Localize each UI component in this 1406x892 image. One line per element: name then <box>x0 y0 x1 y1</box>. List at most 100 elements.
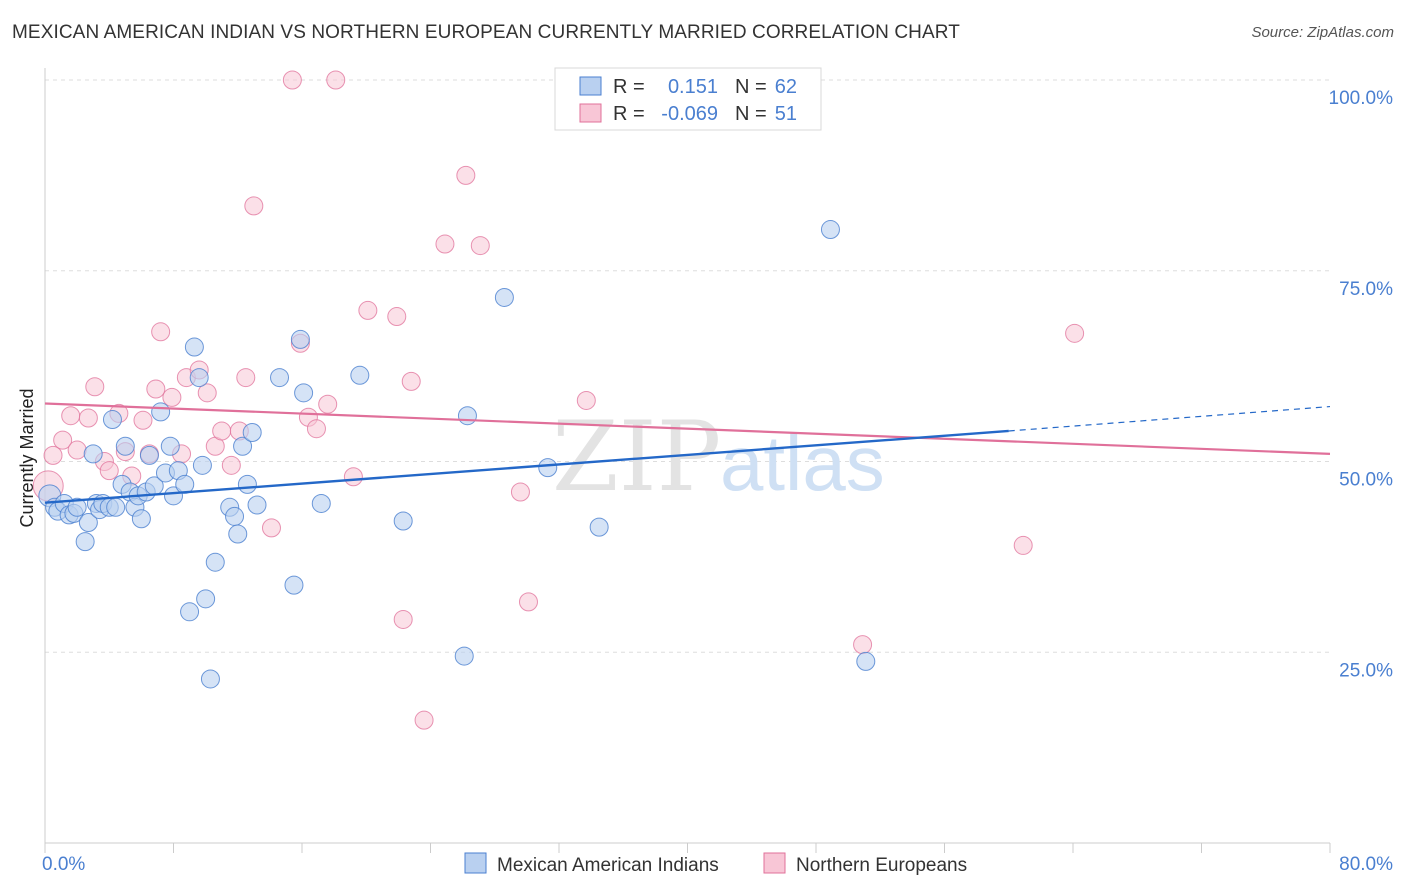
data-point-pink <box>162 387 182 407</box>
stats-r-label-blue: R = <box>613 76 645 98</box>
data-point-pink <box>221 455 241 475</box>
bottom-legend: Mexican American Indians Northern Europe… <box>464 852 967 876</box>
data-point-blue <box>115 436 135 456</box>
x-tick-label: 0.0% <box>42 854 85 875</box>
data-point-pink <box>67 440 87 460</box>
data-point-pink <box>518 592 538 612</box>
data-point-blue <box>180 602 200 622</box>
data-point-pink <box>99 461 119 481</box>
data-point-blue <box>856 651 876 671</box>
data-point-pink <box>78 408 98 428</box>
x-tick-labels: 0.0% 80.0% <box>42 854 1393 875</box>
pink-series-points <box>32 70 1085 730</box>
stats-r-label-pink: R = <box>613 103 645 125</box>
data-point-pink <box>151 322 171 342</box>
data-point-blue <box>247 495 267 515</box>
stats-legend: R = 0.151 N = 62 R = -0.069 N = 51 <box>554 67 822 131</box>
data-point-pink <box>358 300 378 320</box>
data-point-pink <box>387 307 407 327</box>
data-point-pink <box>326 70 346 90</box>
data-point-blue <box>538 458 558 478</box>
stats-r-value-pink: -0.069 <box>661 103 718 125</box>
data-point-pink <box>197 383 217 403</box>
gridlines <box>45 79 1330 653</box>
data-point-pink <box>343 467 363 487</box>
data-point-blue <box>102 410 122 430</box>
x-tick-label: 80.0% <box>1339 854 1393 875</box>
data-point-pink <box>456 165 476 185</box>
stats-legend-swatch-blue <box>579 76 602 96</box>
y-axis-label: Currently Married <box>17 388 37 527</box>
data-point-pink <box>85 377 105 397</box>
legend-label-pink: Northern Europeans <box>796 855 967 876</box>
data-point-blue <box>237 474 257 494</box>
data-point-blue <box>284 575 304 595</box>
data-point-blue <box>192 455 212 475</box>
data-point-blue <box>131 509 151 529</box>
data-point-blue <box>454 646 474 666</box>
data-point-pink <box>53 430 73 450</box>
data-point-blue <box>290 329 310 349</box>
trend-line-blue <box>44 429 1009 504</box>
data-point-blue <box>242 423 262 443</box>
y-tick-label: 100.0% <box>1329 88 1394 109</box>
data-point-pink <box>146 379 166 399</box>
data-point-pink <box>393 609 413 629</box>
stats-r-value-blue: 0.151 <box>668 76 718 98</box>
data-point-pink <box>133 410 153 430</box>
data-point-pink <box>236 368 256 388</box>
stats-n-label-pink: N = <box>735 103 767 125</box>
data-point-pink <box>853 635 873 655</box>
data-point-blue <box>457 406 477 426</box>
data-point-blue <box>393 511 413 531</box>
trend-line-pink <box>44 402 1331 455</box>
data-point-pink <box>261 518 281 538</box>
legend-swatch-pink <box>763 852 786 874</box>
data-point-pink <box>282 70 302 90</box>
legend-swatch-blue <box>464 852 487 874</box>
data-point-pink <box>306 419 326 439</box>
blue-series-points <box>38 220 876 689</box>
data-point-pink <box>61 406 81 426</box>
y-tick-labels: 100.0% 75.0% 50.0% 25.0% <box>1329 88 1394 681</box>
data-point-pink <box>212 421 232 441</box>
data-point-blue <box>196 589 216 609</box>
data-point-blue <box>139 445 159 465</box>
data-point-blue <box>83 444 103 464</box>
data-point-pink <box>1013 535 1033 555</box>
data-point-blue <box>67 497 87 517</box>
data-point-blue <box>350 365 370 385</box>
data-point-blue <box>78 513 98 533</box>
data-point-pink <box>435 234 455 254</box>
stats-n-value-blue: 62 <box>775 76 797 98</box>
data-point-blue <box>75 532 95 552</box>
data-point-pink <box>510 482 530 502</box>
watermark: ZIP atlas <box>552 401 885 513</box>
data-point-blue <box>233 436 253 456</box>
data-point-pink <box>414 710 434 730</box>
data-point-blue <box>151 402 171 422</box>
data-point-blue <box>225 506 245 526</box>
data-point-pink <box>401 371 421 391</box>
legend-label-blue: Mexican American Indians <box>497 855 719 876</box>
watermark-zip: ZIP <box>552 401 721 513</box>
data-point-blue <box>311 493 331 513</box>
stats-n-label-blue: N = <box>735 76 767 98</box>
data-point-blue <box>200 669 220 689</box>
data-point-pink <box>576 390 596 410</box>
data-point-pink <box>43 445 63 465</box>
y-tick-label: 75.0% <box>1339 279 1393 300</box>
data-point-pink <box>244 196 264 216</box>
data-point-blue <box>164 486 183 506</box>
stats-legend-swatch-pink <box>579 103 602 123</box>
y-tick-label: 25.0% <box>1339 660 1393 681</box>
data-point-blue <box>820 220 840 240</box>
data-point-blue <box>106 497 126 517</box>
data-point-blue <box>160 436 180 456</box>
y-tick-label: 50.0% <box>1339 470 1393 491</box>
chart-source: Source: ZipAtlas.com <box>1251 24 1394 41</box>
data-point-pink <box>470 236 490 256</box>
data-point-blue <box>270 368 290 388</box>
trend-lines <box>44 402 1331 504</box>
